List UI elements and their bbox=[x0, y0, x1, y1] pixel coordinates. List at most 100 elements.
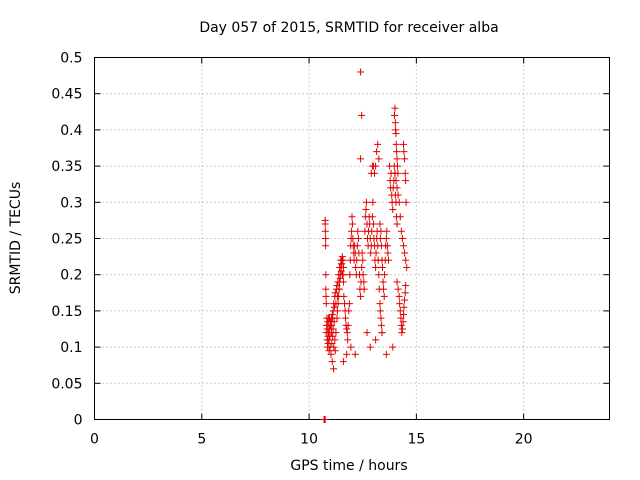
data-point bbox=[394, 285, 402, 293]
data-point bbox=[397, 227, 405, 235]
data-point bbox=[373, 148, 381, 156]
data-point bbox=[357, 155, 365, 163]
data-point bbox=[331, 336, 339, 344]
data-point bbox=[397, 314, 405, 322]
y-tick-label: 0.35 bbox=[51, 159, 82, 175]
data-point bbox=[371, 169, 379, 177]
data-point bbox=[333, 314, 341, 322]
data-point bbox=[332, 329, 340, 337]
data-point bbox=[398, 329, 406, 337]
data-point bbox=[351, 350, 359, 358]
data-point bbox=[375, 155, 383, 163]
data-point bbox=[390, 111, 398, 119]
data-point bbox=[334, 300, 342, 308]
data-point bbox=[333, 307, 341, 315]
data-point bbox=[391, 169, 399, 177]
data-point bbox=[343, 350, 351, 358]
data-point bbox=[399, 318, 407, 326]
data-point bbox=[344, 321, 352, 329]
data-point bbox=[401, 155, 409, 163]
data-point bbox=[393, 184, 401, 192]
data-point bbox=[328, 339, 336, 347]
data-point bbox=[360, 285, 368, 293]
data-point bbox=[327, 350, 335, 358]
data-point bbox=[400, 140, 407, 148]
data-point bbox=[391, 104, 399, 112]
data-point bbox=[345, 307, 353, 315]
data-point bbox=[372, 336, 380, 344]
data-point bbox=[381, 271, 389, 279]
x-tick-label: 10 bbox=[300, 432, 318, 448]
grid bbox=[94, 57, 610, 420]
data-point bbox=[396, 307, 404, 315]
data-point bbox=[376, 300, 384, 308]
data-point bbox=[335, 285, 343, 293]
data-point bbox=[338, 256, 346, 264]
data-point bbox=[321, 416, 329, 423]
data-point bbox=[396, 213, 404, 221]
data-point bbox=[322, 292, 330, 300]
data-point bbox=[380, 292, 388, 300]
data-point bbox=[329, 325, 337, 333]
data-point bbox=[380, 285, 388, 293]
data-point bbox=[321, 220, 329, 228]
data-point bbox=[374, 140, 382, 148]
data-point bbox=[358, 263, 366, 271]
data-point bbox=[397, 321, 405, 329]
data-point bbox=[348, 213, 356, 221]
data-point bbox=[372, 162, 380, 170]
data-point bbox=[354, 235, 362, 242]
data-point bbox=[376, 220, 384, 228]
data-point bbox=[354, 227, 362, 235]
data-point bbox=[400, 303, 408, 311]
y-tick-label: 0.3 bbox=[60, 195, 82, 211]
data-point bbox=[348, 227, 356, 235]
x-axis-label: GPS time / hours bbox=[290, 458, 407, 474]
y-tick-label: 0.25 bbox=[51, 232, 82, 248]
data-point bbox=[400, 311, 407, 319]
data-point bbox=[372, 249, 380, 257]
data-point bbox=[347, 343, 355, 351]
data-point bbox=[322, 242, 330, 250]
data-point bbox=[402, 256, 410, 264]
data-point bbox=[389, 206, 397, 214]
x-tick-label: 20 bbox=[515, 432, 533, 448]
data-point bbox=[322, 271, 330, 279]
data-point bbox=[322, 285, 330, 293]
data-point bbox=[379, 278, 387, 286]
data-point bbox=[372, 263, 380, 271]
data-point bbox=[395, 292, 403, 300]
data-point bbox=[369, 220, 377, 228]
data-point bbox=[359, 271, 367, 279]
data-point bbox=[321, 227, 329, 235]
axis-ticks: 0 5 10 15 20 0 0.05 0.1 0.15 0.2 0.25 0.3 0.35 0.4 0.4… bbox=[51, 51, 610, 448]
data-point bbox=[376, 235, 384, 242]
data-point bbox=[395, 198, 403, 206]
data-point bbox=[384, 256, 392, 264]
data-point bbox=[401, 296, 409, 304]
data-point bbox=[339, 278, 347, 286]
data-point bbox=[389, 343, 397, 351]
data-point bbox=[368, 213, 376, 221]
data-point bbox=[330, 343, 338, 351]
data-point bbox=[393, 278, 401, 286]
data-point bbox=[392, 140, 400, 148]
data-point bbox=[403, 263, 411, 271]
data-point bbox=[377, 314, 385, 322]
data-point bbox=[378, 329, 386, 337]
x-tick-label: 5 bbox=[197, 432, 206, 448]
data-point bbox=[358, 111, 366, 119]
data-point bbox=[359, 256, 367, 264]
data-point bbox=[393, 148, 401, 156]
data-point bbox=[362, 198, 370, 206]
data-point bbox=[392, 130, 400, 138]
data-point bbox=[353, 256, 361, 264]
data-point bbox=[376, 307, 384, 315]
data-point bbox=[363, 329, 371, 337]
chart-title: Day 057 of 2015, SRMTID for receiver alb… bbox=[199, 20, 498, 36]
data-point bbox=[357, 68, 365, 76]
data-point bbox=[392, 177, 400, 185]
data-point bbox=[331, 289, 339, 297]
data-point bbox=[360, 278, 368, 286]
data-point bbox=[346, 271, 354, 279]
